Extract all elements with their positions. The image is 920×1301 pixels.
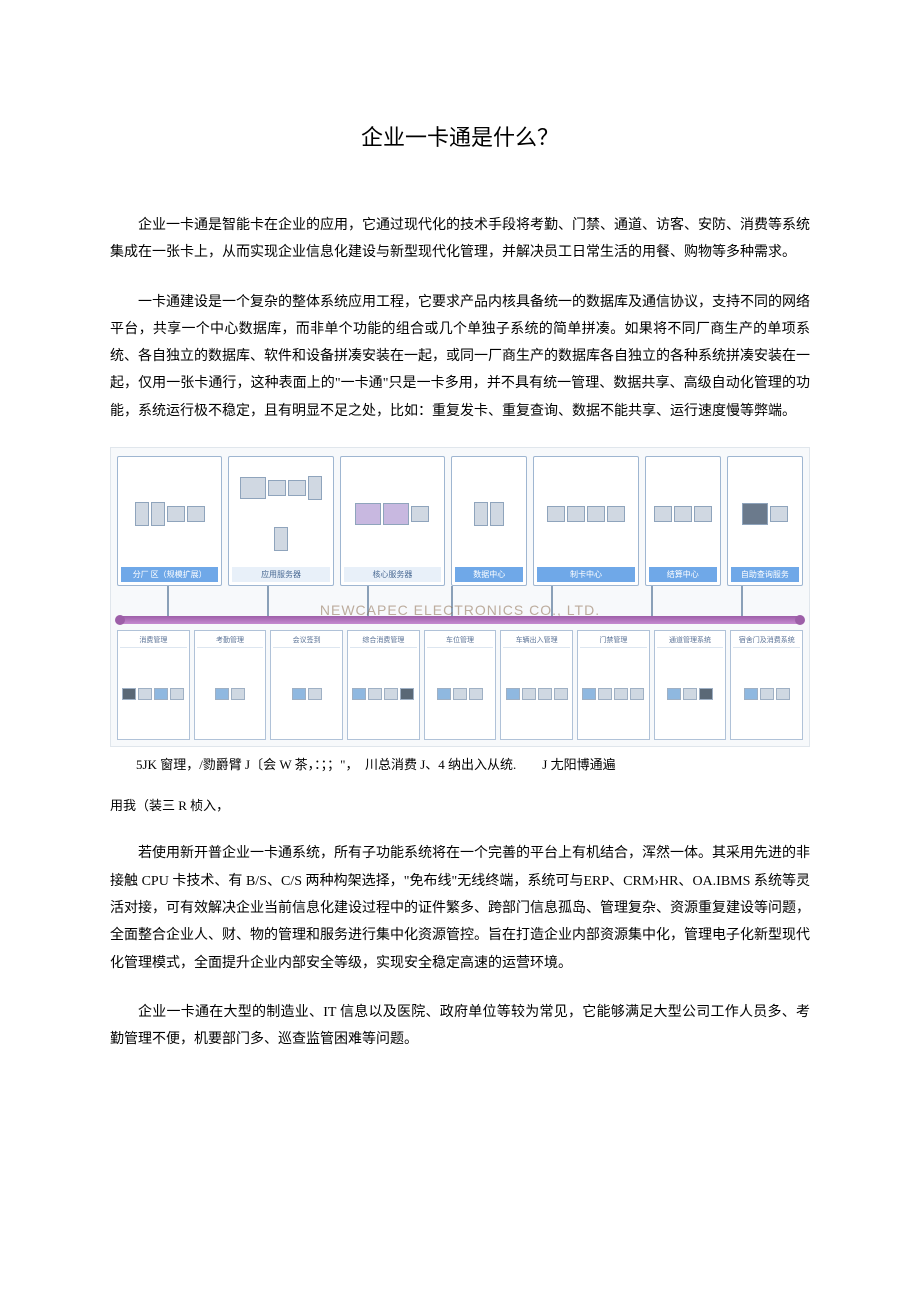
diagram-sub-box: 车辆出入管理: [500, 630, 573, 740]
diagram-box: 结算中心: [645, 456, 721, 586]
diagram-box: 制卡中心: [533, 456, 638, 586]
diagram-box: 数据中心: [451, 456, 527, 586]
diagram-top-row: 分厂 区（规模扩展） 应用服务器 核心服务器 数据中心 制卡中心: [111, 456, 809, 586]
diagram-sub-box: 宿舍门及消费系统: [730, 630, 803, 740]
diagram-canvas: 分厂 区（规模扩展） 应用服务器 核心服务器 数据中心 制卡中心: [110, 447, 810, 747]
paragraph-2: 一卡通建设是一个复杂的整体系统应用工程，它要求产品内核具备统一的数据库及通信协议…: [110, 289, 810, 425]
paragraph-1: 企业一卡通是智能卡在企业的应用，它通过现代化的技术手段将考勤、门禁、通道、访客、…: [110, 212, 810, 267]
diagram-caption-line2: 用我（装三 R 桢入，: [110, 794, 810, 819]
diagram-bus: [119, 616, 801, 624]
system-diagram: 分厂 区（规模扩展） 应用服务器 核心服务器 数据中心 制卡中心: [110, 447, 810, 747]
paragraph-4: 企业一卡通在大型的制造业、IT 信息以及医院、政府单位等较为常见，它能够满足大型…: [110, 999, 810, 1054]
diagram-box: 自助查询服务: [727, 456, 803, 586]
diagram-box: 应用服务器: [228, 456, 333, 586]
diagram-sub-box: 通道管理系统: [654, 630, 727, 740]
diagram-box: 分厂 区（规模扩展）: [117, 456, 222, 586]
diagram-caption-line1: 5JK 窗理，/勠爵臂 J〔会 W 茶，：；；"， 川总消费 J、4 纳出入从统…: [110, 753, 810, 778]
diagram-bottom-row: 消费管理 考勤管理 会议签到 综合消费管理 车位管理: [111, 630, 809, 740]
diagram-sub-box: 考勤管理: [194, 630, 267, 740]
diagram-sub-box: 综合消费管理: [347, 630, 420, 740]
diagram-sub-box: 消费管理: [117, 630, 190, 740]
diagram-sub-box: 门禁管理: [577, 630, 650, 740]
diagram-sub-box: 车位管理: [424, 630, 497, 740]
paragraph-3: 若使用新开普企业一卡通系统，所有子功能系统将在一个完善的平台上有机结合，浑然一体…: [110, 840, 810, 976]
diagram-sub-box: 会议签到: [270, 630, 343, 740]
diagram-box: 核心服务器: [340, 456, 445, 586]
document-page: 企业一卡通是什么？ 企业一卡通是智能卡在企业的应用，它通过现代化的技术手段将考勤…: [0, 0, 920, 1156]
document-title: 企业一卡通是什么？: [110, 120, 810, 152]
